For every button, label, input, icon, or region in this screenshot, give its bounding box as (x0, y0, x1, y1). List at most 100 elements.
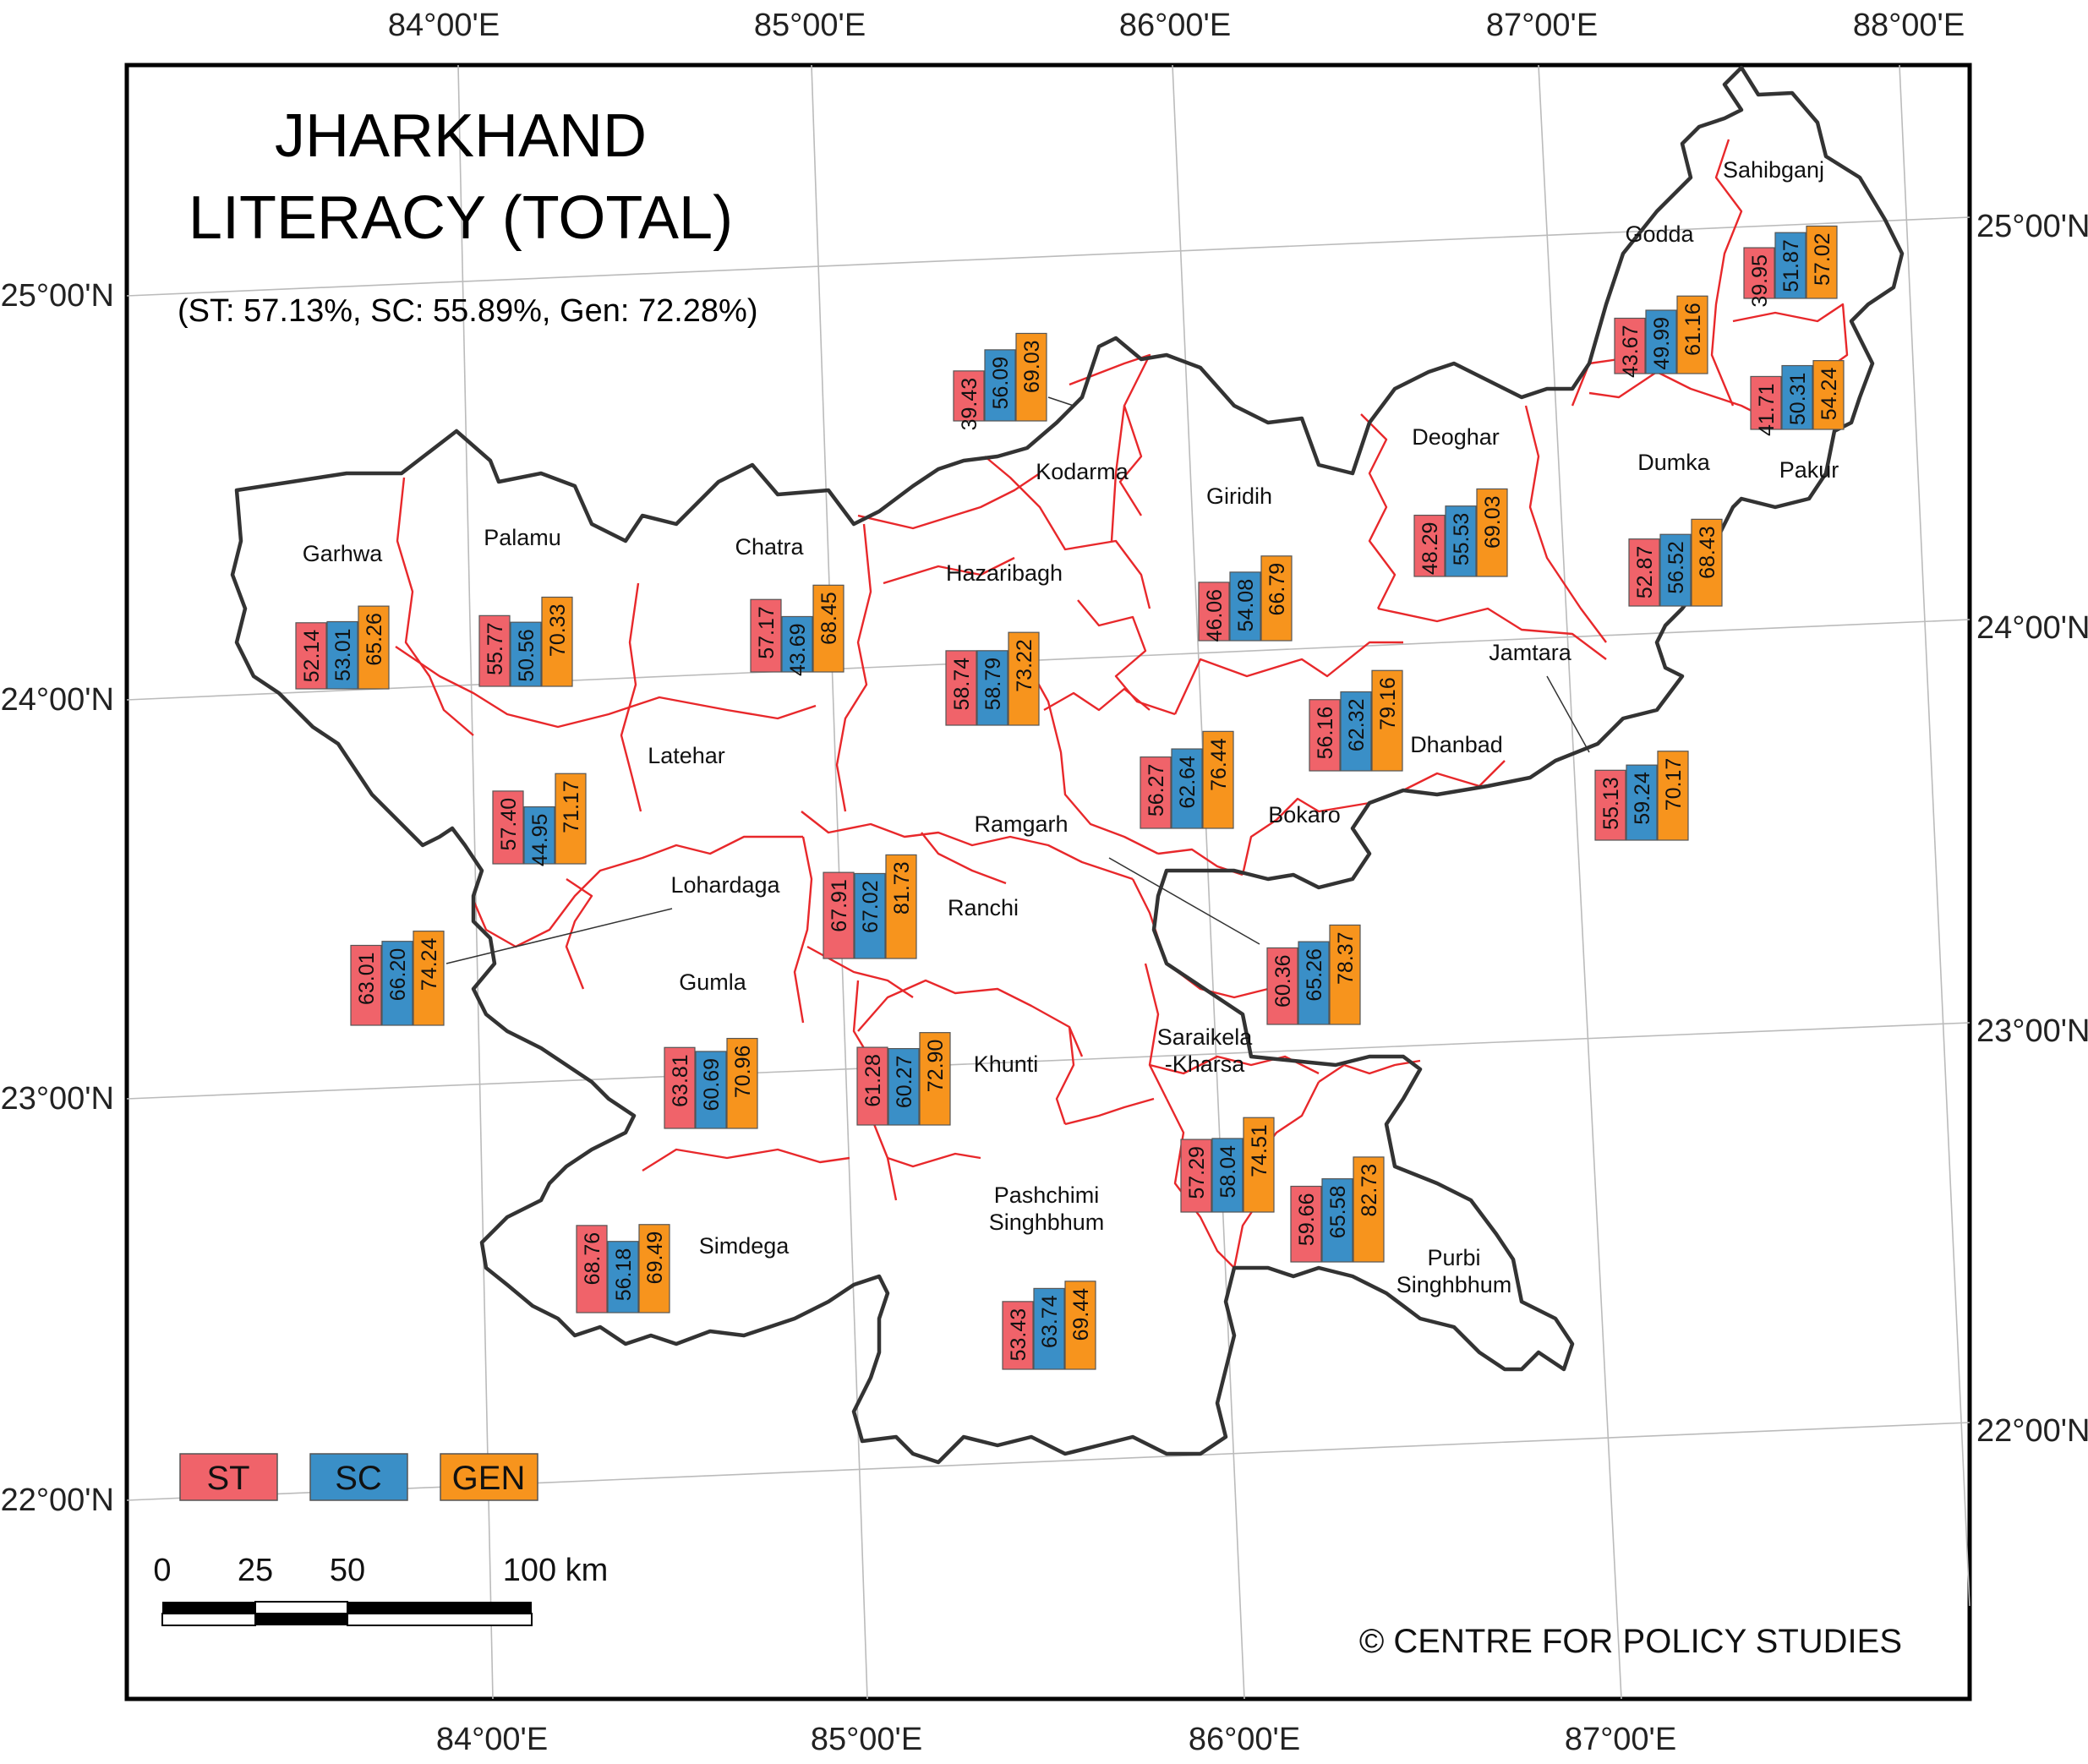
district-label-godda: Godda (1625, 221, 1694, 247)
district-label-jamtara: Jamtara (1489, 640, 1572, 665)
district-label-gumla: Gumla (679, 969, 747, 995)
map-title-line1: JHARKHAND (275, 102, 647, 170)
value-label-lohardaga-sc: 66.20 (386, 948, 410, 1002)
legend-st-label: ST (206, 1460, 249, 1497)
bar-group-palamu: 55.77 50.56 70.33 (478, 596, 573, 687)
bar-latehar-sc (523, 806, 555, 865)
lat-right-label: 22°00'N (1976, 1413, 2088, 1449)
bar-saraikela-st (1180, 1139, 1212, 1213)
value-label-hazaribagh-sc: 58.79 (981, 658, 1005, 711)
value-label-dhanbad-st: 56.16 (1314, 707, 1337, 760)
bar-deoghar-sc (1445, 505, 1477, 577)
value-label-deoghar-st: 48.29 (1418, 522, 1442, 576)
bar-kodarma-st (953, 370, 985, 422)
value-label-garhwa-st: 52.14 (300, 630, 324, 683)
value-label-pashchimi-st: 53.43 (1007, 1308, 1030, 1362)
bar-pashchimi-gen (1064, 1281, 1096, 1370)
value-label-jamtara-st: 55.13 (1599, 777, 1623, 830)
bar-pashchimi-sc (1033, 1287, 1065, 1370)
bar-purbi-sc (1321, 1178, 1353, 1263)
value-label-pashchimi-gen: 69.44 (1069, 1288, 1093, 1341)
value-label-kodarma-sc: 56.09 (989, 357, 1013, 410)
bar-group-pashchimi: 53.43 63.74 69.44 (1002, 1281, 1096, 1370)
bar-group-sahibganj: 39.95 51.87 57.02 (1743, 225, 1838, 308)
map-title-line2: LITERACY (TOTAL) (189, 184, 733, 252)
value-label-pakur-sc: 50.31 (1786, 373, 1810, 426)
bar-pakur-sc (1781, 364, 1813, 430)
bar-khunti-sc (888, 1047, 920, 1126)
bar-saraikela-gen (1243, 1117, 1275, 1213)
value-label-purbi-sc: 65.58 (1326, 1186, 1350, 1239)
bar-khunti-st (856, 1046, 888, 1126)
district-label-dhanbad: Dhanbad (1410, 732, 1503, 757)
bar-group-khunti: 61.28 60.27 72.90 (856, 1032, 951, 1126)
value-label-saraikela-st: 57.29 (1185, 1146, 1209, 1199)
value-label-saraikela-sc: 58.04 (1216, 1145, 1240, 1199)
bar-jamtara-st (1594, 769, 1626, 841)
bar-group-latehar: 57.40 44.95 71.17 (492, 773, 587, 866)
legend: ST SC GEN (179, 1453, 538, 1501)
value-label-giridih-st: 46.06 (1203, 589, 1227, 642)
bar-giridih-st (1198, 582, 1230, 642)
bar-palamu-st (478, 614, 511, 687)
copyright-text: © CENTRE FOR POLICY STUDIES (1359, 1623, 1902, 1660)
value-label-ranchi-st: 67.91 (828, 879, 851, 932)
bar-hazaribagh-st (945, 650, 977, 726)
bar-group-kodarma: 39.43 56.09 69.03 (953, 332, 1047, 430)
bar-dhanbad-st (1309, 699, 1341, 772)
lat-left-label: 24°00'N (1, 682, 114, 718)
value-label-gumla-gen: 70.96 (731, 1046, 755, 1099)
legend-sc-label: SC (335, 1460, 382, 1497)
lat-left-label: 23°00'N (1, 1081, 114, 1117)
value-label-bokaro-st: 56.27 (1145, 764, 1168, 817)
bar-deoghar-st (1413, 514, 1446, 577)
bar-bokaro-gen (1202, 730, 1234, 829)
bar-dumka-sc (1659, 533, 1692, 607)
bar-dumka-st (1628, 538, 1660, 607)
value-label-giridih-gen: 66.79 (1265, 563, 1289, 616)
bar-sahibganj-gen (1806, 225, 1838, 299)
bar-group-simdega: 68.76 56.18 69.49 (576, 1224, 670, 1313)
bar-pashchimi-st (1002, 1301, 1034, 1370)
lon-top-label: 87°00'E (1486, 8, 1598, 43)
bar-bokaro-sc (1171, 748, 1203, 829)
bar-group-gumla: 63.81 60.69 70.96 (664, 1037, 758, 1129)
bar-group-godda: 43.67 49.99 61.16 (1614, 295, 1708, 378)
lon-top-label: 85°00'E (754, 8, 866, 43)
bar-latehar-gen (555, 773, 587, 865)
bar-pakur-gen (1812, 360, 1845, 430)
leader-lines (445, 396, 1590, 964)
legend-st-swatch (179, 1453, 278, 1501)
bar-palamu-gen (541, 596, 573, 687)
bar-group-lohardaga: 63.01 66.20 74.24 (350, 931, 445, 1026)
bar-jamtara-gen (1657, 751, 1689, 841)
bar-godda-sc (1645, 309, 1677, 374)
value-label-lohardaga-gen: 74.24 (418, 938, 441, 991)
lon-bottom-label: 87°00'E (1565, 1722, 1676, 1757)
value-label-dumka-sc: 56.52 (1664, 541, 1688, 594)
value-label-simdega-sc: 56.18 (612, 1248, 636, 1302)
value-label-lohardaga-st: 63.01 (355, 952, 379, 1005)
bar-chatra-gen (812, 584, 844, 673)
value-label-dumka-gen: 68.43 (1696, 526, 1719, 579)
bar-dumka-gen (1691, 518, 1723, 607)
value-label-garhwa-gen: 65.26 (363, 613, 386, 666)
scale-bar: 0 25 50 100 km (153, 1553, 608, 1626)
scale-label: 25 (238, 1553, 273, 1588)
bar-group-bokaro: 56.27 62.64 76.44 (1140, 730, 1234, 829)
district-borders (395, 139, 1849, 1269)
bar-ramgarh-st (1266, 947, 1298, 1025)
lon-top-label: 88°00'E (1853, 8, 1965, 43)
value-label-sahibganj-sc: 51.87 (1779, 239, 1803, 292)
value-label-ranchi-sc: 67.02 (859, 880, 883, 933)
bar-godda-gen (1676, 295, 1708, 374)
value-label-palamu-sc: 50.56 (515, 629, 538, 682)
district-label-deoghar: Deoghar (1412, 424, 1500, 450)
bar-garhwa-gen (358, 605, 390, 690)
lon-bottom-label: 85°00'E (811, 1722, 922, 1757)
district-labels: Garhwa Palamu Chatra Kodarma Hazaribagh Girid… (303, 157, 1839, 1297)
value-label-latehar-gen: 71.17 (560, 780, 583, 833)
bar-simdega-sc (607, 1241, 639, 1313)
scale-label: 0 (153, 1553, 171, 1588)
